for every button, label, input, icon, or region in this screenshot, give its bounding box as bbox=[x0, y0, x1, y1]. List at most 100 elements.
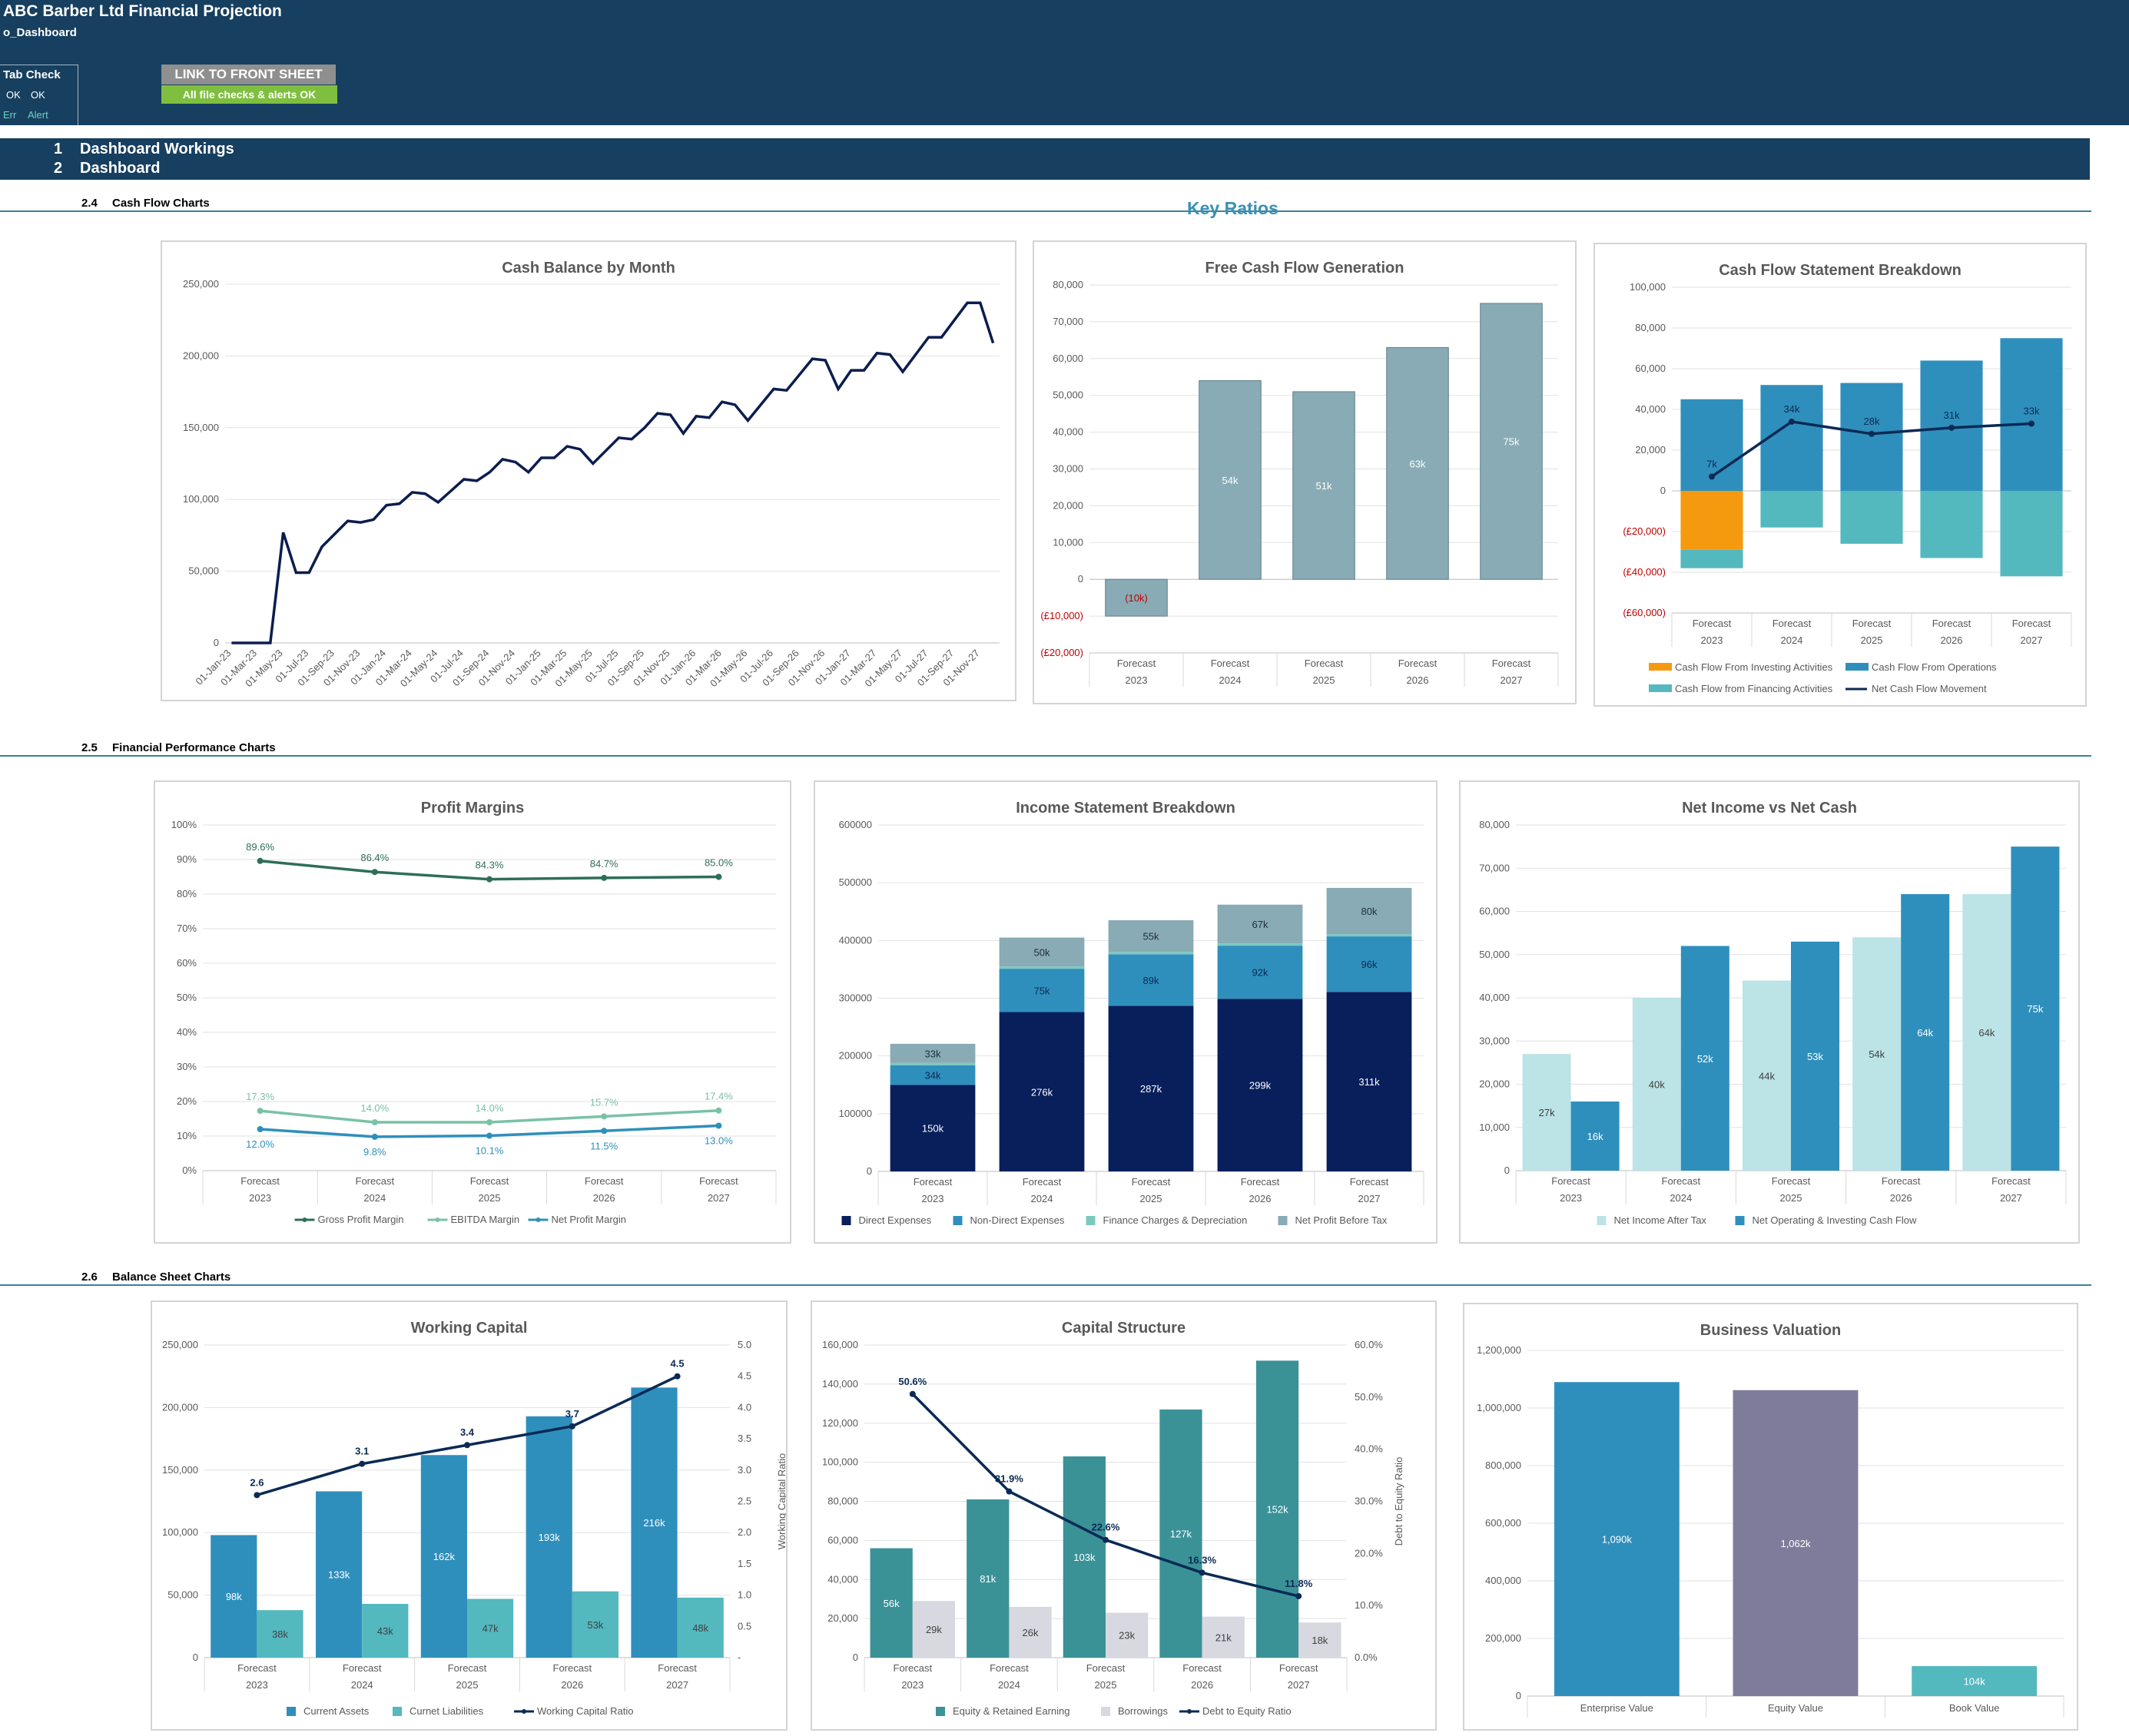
nav-item-dashboard[interactable]: Dashboard bbox=[80, 160, 161, 177]
bar-data-label: 103k bbox=[1073, 1552, 1096, 1563]
x-tick-label: Forecast bbox=[914, 1176, 953, 1188]
line-marker bbox=[1948, 424, 1955, 431]
x-tick-label: Forecast bbox=[699, 1175, 738, 1187]
line-data-label: 14.0% bbox=[360, 1102, 389, 1114]
y-tick-label: 50% bbox=[177, 992, 197, 1003]
y-tick-label: 1,200,000 bbox=[1477, 1344, 1521, 1356]
line-data-label: 7k bbox=[1706, 458, 1717, 469]
x-tick-label: 2023 bbox=[249, 1192, 271, 1204]
x-tick-label: Forecast bbox=[356, 1175, 395, 1187]
line-data-label: 22.6% bbox=[1092, 1522, 1120, 1533]
legend-label: Equity & Retained Earning bbox=[953, 1705, 1069, 1717]
legend-swatch bbox=[1735, 1216, 1745, 1225]
line-marker bbox=[486, 1119, 492, 1125]
y2-tick-label: 0.5 bbox=[738, 1620, 751, 1632]
bar-data-label: 54k bbox=[1222, 475, 1239, 486]
line-marker bbox=[257, 857, 264, 864]
y-tick-label: 100,000 bbox=[183, 493, 219, 505]
x-tick-label: Forecast bbox=[1662, 1175, 1701, 1187]
bar-segment bbox=[1840, 491, 1903, 544]
bar-data-label: 193k bbox=[539, 1532, 561, 1543]
bar-segment bbox=[1108, 920, 1194, 952]
bar bbox=[572, 1591, 618, 1658]
line-marker bbox=[601, 1113, 608, 1120]
bar bbox=[1106, 1612, 1149, 1658]
y-tick-label: (£40,000) bbox=[1623, 566, 1666, 578]
y2-tick-label: - bbox=[738, 1652, 741, 1663]
x-tick-label: Forecast bbox=[1350, 1176, 1389, 1188]
bar bbox=[1522, 1054, 1571, 1171]
bar bbox=[2011, 846, 2060, 1171]
y-tick-label: 30,000 bbox=[1479, 1035, 1510, 1046]
line-data-label: 3.1 bbox=[355, 1446, 369, 1457]
x-tick-label: Forecast bbox=[1551, 1175, 1590, 1187]
legend-label: Net Operating & Investing Cash Flow bbox=[1753, 1214, 1917, 1226]
y-tick-label: 0 bbox=[1660, 485, 1666, 496]
nav-item-dashboard-workings-number[interactable]: 1 bbox=[54, 141, 63, 157]
bar-segment bbox=[1108, 952, 1194, 955]
x-tick-label: 2025 bbox=[1780, 1192, 1802, 1204]
legend-swatch bbox=[1845, 663, 1869, 671]
alert-label: Alert bbox=[28, 109, 48, 121]
y-tick-label: 0 bbox=[1504, 1165, 1510, 1176]
x-tick-label: Forecast bbox=[553, 1662, 592, 1674]
nav-item-dashboard-workings[interactable]: Dashboard Workings bbox=[80, 141, 234, 157]
bar-data-label: 104k bbox=[1964, 1676, 1986, 1688]
line-marker bbox=[909, 1390, 916, 1397]
bar-data-label: 64k bbox=[1978, 1027, 1995, 1039]
x-tick-label: 2025 bbox=[1313, 674, 1335, 686]
bar bbox=[1912, 1666, 2038, 1696]
line-marker bbox=[257, 1108, 264, 1115]
line-data-label: 11.8% bbox=[1285, 1578, 1313, 1589]
bar-segment bbox=[1326, 936, 1412, 992]
chart-title: Capital Structure bbox=[1062, 1320, 1186, 1337]
section-divider bbox=[0, 755, 2091, 757]
y-tick-label: 20,000 bbox=[1053, 499, 1083, 511]
y-tick-label: (£60,000) bbox=[1623, 607, 1666, 618]
y-tick-label: 200,000 bbox=[1485, 1632, 1521, 1644]
capital-structure-chart: Capital Structure 0 20,000 40,000 60,000 80,0… bbox=[811, 1300, 1437, 1731]
y-tick-label: 40,000 bbox=[827, 1573, 858, 1585]
x-tick-label: 2023 bbox=[901, 1679, 924, 1691]
x-tick-label: 2026 bbox=[1890, 1192, 1912, 1204]
bar-segment bbox=[999, 1012, 1085, 1171]
link-to-front-sheet-button[interactable]: LINK TO FRONT SHEET bbox=[161, 65, 336, 84]
bar-data-label: 50k bbox=[1034, 946, 1050, 958]
legend-label: Curnet Liabilities bbox=[410, 1705, 484, 1717]
y-tick-label: 40,000 bbox=[1635, 403, 1666, 415]
bar-data-label: 299k bbox=[1249, 1080, 1272, 1092]
bar-segment bbox=[1217, 999, 1303, 1171]
x-tick-label: 2026 bbox=[1191, 1679, 1213, 1691]
line-marker bbox=[486, 876, 492, 883]
bar-data-label: 162k bbox=[433, 1551, 456, 1562]
bar-data-label: 44k bbox=[1759, 1070, 1775, 1082]
line-data-label: 3.7 bbox=[565, 1408, 579, 1420]
legend-label: EBITDA Margin bbox=[451, 1214, 520, 1225]
y2-tick-label: 2.0 bbox=[738, 1526, 751, 1538]
bar-data-label: 23k bbox=[1119, 1630, 1135, 1642]
bar-segment bbox=[1760, 491, 1823, 528]
bar-data-label: 27k bbox=[1539, 1107, 1555, 1118]
bar-data-label: 34k bbox=[925, 1069, 941, 1081]
x-tick-label: Forecast bbox=[1132, 1176, 1171, 1188]
nav-item-dashboard-number[interactable]: 2 bbox=[54, 160, 63, 177]
bar bbox=[420, 1455, 467, 1658]
y-tick-label: 20,000 bbox=[1479, 1078, 1510, 1090]
x-tick-label: Forecast bbox=[1991, 1175, 2031, 1187]
y-tick-label: 70,000 bbox=[1053, 316, 1083, 327]
bar-segment bbox=[1680, 549, 1743, 568]
x-tick-label: Forecast bbox=[1211, 658, 1250, 669]
line-marker bbox=[674, 1373, 681, 1380]
y-tick-label: 600000 bbox=[839, 819, 872, 830]
x-tick-label: 2024 bbox=[351, 1679, 373, 1691]
x-tick-label: Forecast bbox=[990, 1662, 1029, 1674]
cash-balance-chart: Cash Balance by Month 0 50,000 100,000 150,0… bbox=[161, 240, 1016, 701]
line-marker bbox=[371, 869, 378, 876]
bar-segment bbox=[890, 1065, 976, 1085]
y-tick-label: 60% bbox=[177, 957, 197, 969]
line-data-label: 11.5% bbox=[590, 1140, 618, 1151]
bar-data-label: 150k bbox=[922, 1123, 944, 1135]
bar-segment bbox=[1920, 491, 1983, 558]
section-number: 2.6 bbox=[81, 1271, 98, 1284]
y-tick-label: 250,000 bbox=[162, 1339, 198, 1350]
